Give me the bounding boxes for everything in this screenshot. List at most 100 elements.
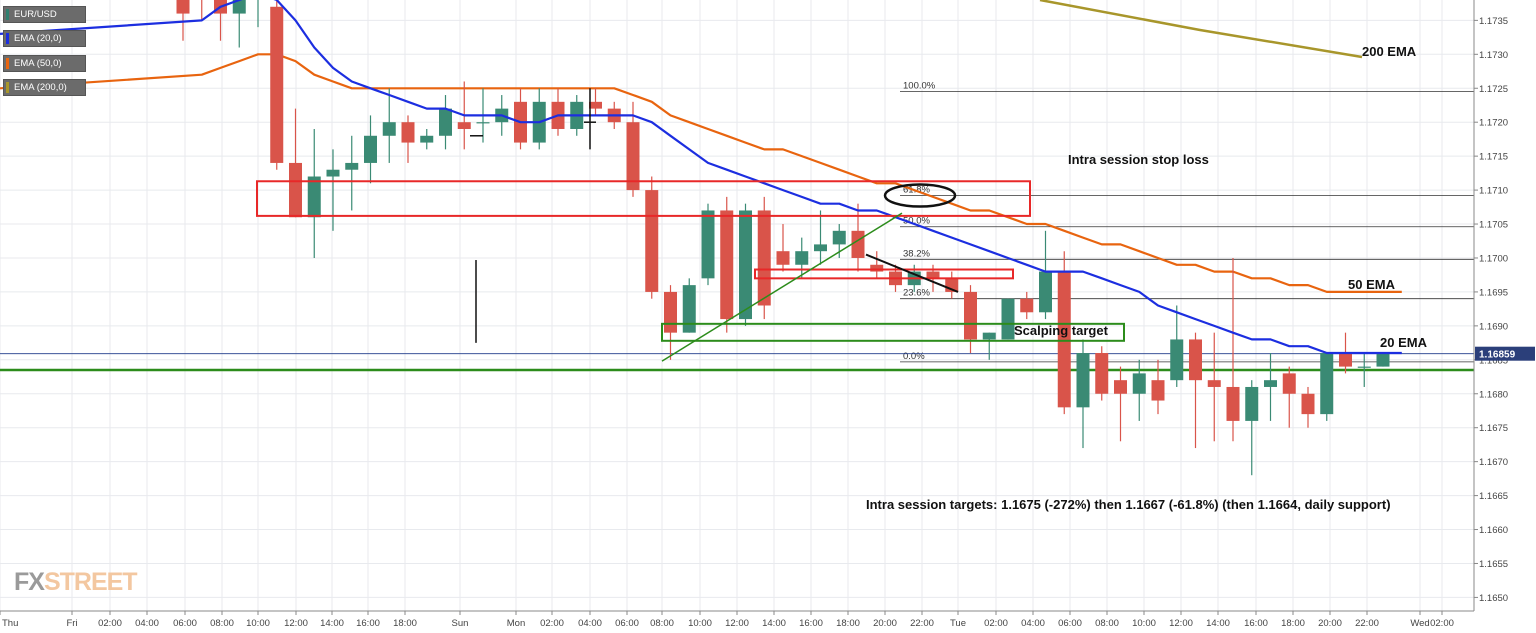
time-tick-label: 02:00 — [1430, 618, 1454, 629]
candle-body — [1114, 380, 1127, 394]
time-tick-label: Thu — [2, 618, 18, 629]
candle-body — [1151, 380, 1165, 401]
time-tick-label: 04:00 — [1021, 618, 1045, 629]
time-tick-label: 14:00 — [1206, 618, 1230, 629]
time-tick-label: 12:00 — [284, 618, 308, 629]
candle-body — [1189, 339, 1202, 381]
legend-item-eurusd[interactable]: EUR/USD — [3, 6, 86, 23]
time-tick-label: 20:00 — [873, 618, 897, 629]
fib-level-label: 38.2% — [903, 248, 930, 259]
candle-body — [401, 122, 415, 143]
candle-body — [814, 244, 827, 252]
trend-line — [661, 212, 903, 362]
candle-body — [1170, 339, 1184, 381]
intra-session-targets-label: Intra session targets: 1.1675 (-272%) th… — [866, 497, 1391, 512]
candle-body — [1057, 271, 1071, 408]
time-tick-label: 02:00 — [984, 618, 1008, 629]
scalping-target-zone — [661, 322, 1125, 342]
candle-body — [1245, 386, 1259, 421]
legend-label: EMA (50,0) — [14, 58, 62, 69]
candle-body — [1020, 298, 1034, 313]
current-price-label: 1.16859 — [1479, 350, 1516, 361]
candle-body — [701, 210, 715, 279]
fib-level-label: 50.0% — [903, 216, 930, 227]
time-tick-label: Wed — [1410, 618, 1429, 629]
candle-body — [1226, 386, 1240, 421]
candle-body — [457, 122, 471, 129]
time-tick-label: 10:00 — [688, 618, 712, 629]
time-tick-label: 22:00 — [910, 618, 934, 629]
legend-item-ema20[interactable]: EMA (20,0) — [3, 30, 86, 47]
price-tick-label: 1.1725 — [1479, 84, 1508, 95]
candle-body — [1001, 298, 1015, 340]
legend-item-ema50[interactable]: EMA (50,0) — [3, 55, 86, 72]
candle-body — [964, 291, 977, 340]
time-tick-label: 18:00 — [836, 618, 860, 629]
legend-swatch — [6, 58, 9, 69]
candle-body — [982, 332, 996, 340]
time-tick-label: 06:00 — [1058, 618, 1082, 629]
fib-level-label: 100.0% — [903, 81, 936, 92]
candle-body — [870, 264, 884, 272]
time-tick-label: 18:00 — [393, 618, 417, 629]
candle-body — [682, 285, 696, 333]
price-tick-label: 1.1720 — [1479, 118, 1508, 129]
time-tick-label: 04:00 — [578, 618, 602, 629]
candle-body — [757, 210, 771, 306]
legend-swatch — [6, 33, 9, 44]
candle-body — [1376, 353, 1390, 367]
candle-body — [1282, 373, 1296, 394]
fxstreet-logo: FXSTREET — [14, 568, 138, 597]
grid-lines — [0, 0, 1474, 611]
current-price-bg — [1475, 346, 1535, 361]
time-tick-label: 06:00 — [173, 618, 197, 629]
annotation-labels: Intra session stop loss Scalping target In… — [866, 44, 1428, 512]
candle-body — [345, 162, 359, 170]
candle-body — [851, 230, 865, 258]
time-tick-label: 12:00 — [725, 618, 749, 629]
time-axis: Thu Fri 02:00 04:00 06:00 08:00 10:00 12:00 14:0… — [0, 610, 1474, 629]
ema-20-line — [0, 0, 1402, 355]
legend-label: EUR/USD — [14, 9, 57, 20]
down-trend-line — [865, 253, 959, 293]
ema-20-label: 20 EMA — [1380, 335, 1428, 350]
candle-body — [589, 101, 602, 109]
price-tick-label: 1.1665 — [1479, 491, 1508, 502]
ema-200-line — [1039, 0, 1363, 59]
candle-body — [739, 210, 752, 320]
candle-body — [439, 108, 452, 136]
time-tick-label: 02:00 — [540, 618, 564, 629]
candle-body — [1039, 271, 1052, 313]
legend-label: EMA (20,0) — [14, 33, 62, 44]
time-tick-label: Mon — [507, 618, 525, 629]
candle-body — [1207, 380, 1221, 387]
price-tick-label: 1.1670 — [1479, 457, 1508, 468]
candle-body — [626, 122, 640, 191]
candle-body — [289, 162, 302, 218]
candle-body — [270, 6, 284, 163]
ema-50-label: 50 EMA — [1348, 277, 1396, 292]
candle-body — [476, 122, 490, 124]
legend-item-ema200[interactable]: EMA (200,0) — [3, 79, 86, 96]
candle-body — [1264, 380, 1277, 387]
price-axis: 1.1650 1.1655 1.1660 1.1665 1.1670 1.1675 1.16… — [1473, 0, 1535, 611]
fib-618-highlight — [883, 183, 957, 208]
fib-level-label: 23.6% — [903, 288, 930, 299]
candle-body — [326, 169, 340, 177]
price-tick-label: 1.1685 — [1479, 355, 1508, 366]
candle-body — [795, 251, 809, 265]
ema-200-series — [1039, 0, 1363, 59]
time-tick-label: 16:00 — [356, 618, 380, 629]
candle-body — [776, 251, 790, 265]
scalping-target-label: Scalping target — [1014, 323, 1109, 338]
candle-body — [926, 271, 940, 279]
logo-part-street: STREET — [43, 568, 138, 596]
ema-200-label: 200 EMA — [1362, 44, 1417, 59]
ema-50-series — [0, 53, 1402, 293]
candle-body — [1339, 353, 1352, 367]
time-tick-label: 02:00 — [98, 618, 122, 629]
time-tick-label: 14:00 — [762, 618, 786, 629]
price-tick-label: 1.1675 — [1479, 423, 1508, 434]
time-tick-label: 12:00 — [1169, 618, 1193, 629]
